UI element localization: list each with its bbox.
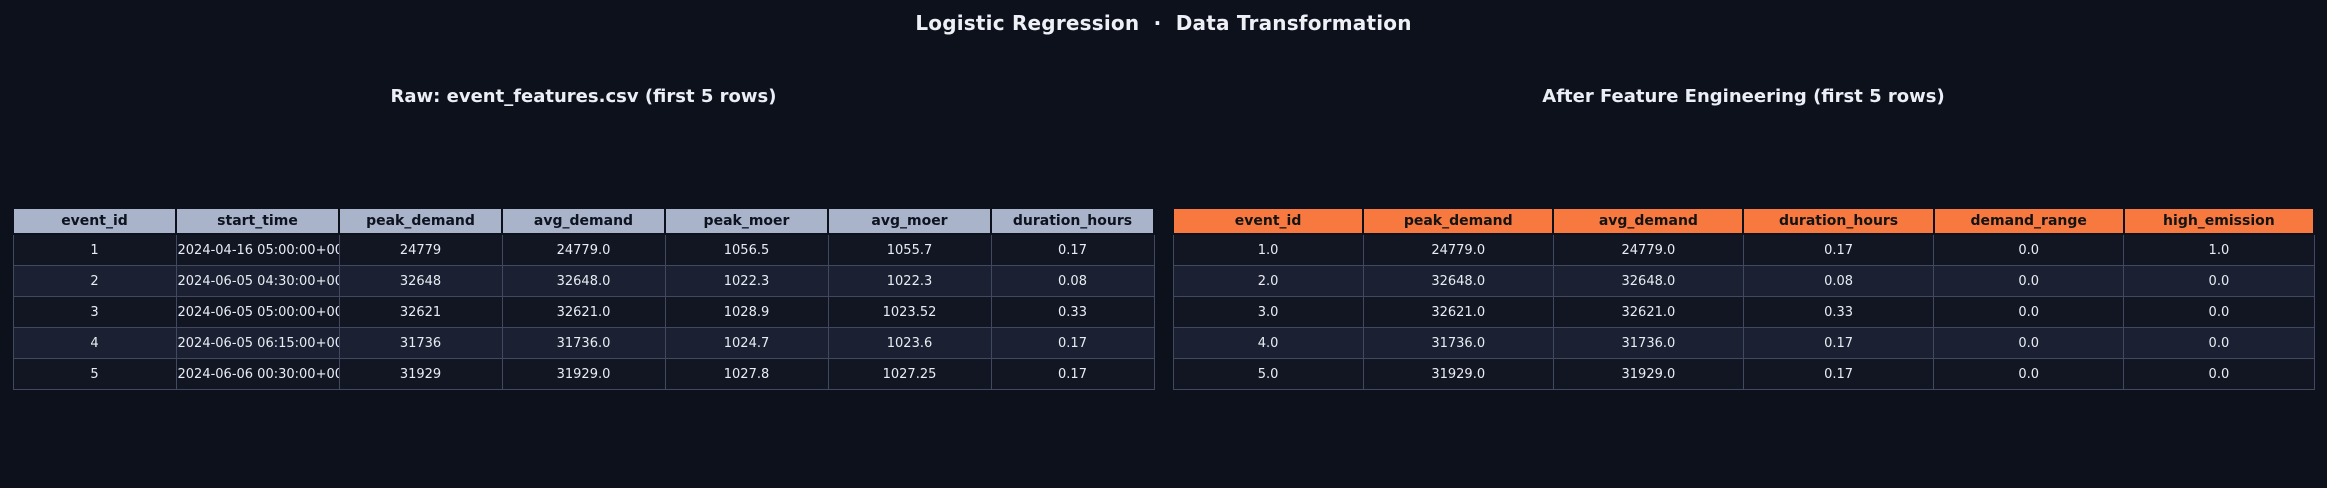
column-header-peak_demand: peak_demand	[1362, 207, 1555, 235]
column-header-demand_range: demand_range	[1932, 207, 2125, 235]
feature-engineered-table: event_id peak_demand avg_demand duration_ho…	[1171, 207, 2316, 390]
table-cell: 1056.5	[664, 233, 829, 266]
table-row: 2 2024-06-05 04:30:00+00 32648 32648.0 1022.…	[12, 265, 1155, 297]
table-cell: 32648.0	[501, 265, 666, 297]
table-row: 4 2024-06-05 06:15:00+00 31736 31736.0 1024.…	[12, 327, 1155, 359]
feature-engineered-table-title: After Feature Engineering (first 5 rows)	[1542, 86, 1945, 107]
table-cell: 2024-06-06 00:30:00+00	[175, 358, 340, 390]
table-cell: 1	[12, 233, 177, 266]
table-cell: 1.0	[1172, 233, 1364, 266]
table-row: 1.0 24779.0 24779.0 0.17 0.0 1.0	[1172, 233, 2315, 266]
table-cell: 0.0	[1933, 296, 2125, 328]
column-header-duration_hours: duration_hours	[1742, 207, 1935, 235]
table-cell: 31929.0	[1552, 358, 1744, 390]
table-cell: 0.0	[1933, 265, 2125, 297]
table-cell: 24779.0	[1552, 233, 1744, 266]
table-cell: 2024-06-05 05:00:00+00	[175, 296, 340, 328]
table-cell: 0.17	[1742, 358, 1935, 390]
column-header-avg_demand: avg_demand	[501, 207, 666, 235]
table-cell: 24779.0	[501, 233, 666, 266]
table-cell: 0.0	[2123, 296, 2315, 328]
table-cell: 0.17	[990, 358, 1155, 390]
table-cell: 24779	[338, 233, 503, 266]
table-cell: 32648.0	[1362, 265, 1554, 297]
table-cell: 0.0	[1933, 233, 2125, 266]
table-cell: 5.0	[1172, 358, 1364, 390]
table-cell: 32648	[338, 265, 503, 297]
column-header-high_emission: high_emission	[2122, 207, 2316, 235]
figure-title: Logistic Regression · Data Transformatio…	[915, 11, 1412, 35]
column-header-peak_moer: peak_moer	[664, 207, 829, 235]
column-header-avg_demand: avg_demand	[1552, 207, 1745, 235]
table-row: 5.0 31929.0 31929.0 0.17 0.0 0.0	[1172, 358, 2315, 390]
table-cell: 1024.7	[664, 327, 829, 359]
raw-data-table: event_id start_time peak_demand avg_demand p…	[12, 207, 1155, 390]
table-cell: 4	[12, 327, 177, 359]
table-cell: 3.0	[1172, 296, 1364, 328]
table-cell: 0.0	[2123, 327, 2315, 359]
table-cell: 1022.3	[664, 265, 829, 297]
column-header-avg_moer: avg_moer	[827, 207, 992, 235]
table-row: 1 2024-04-16 05:00:00+00 24779 24779.0 1056.…	[12, 233, 1155, 266]
table-cell: 31736.0	[501, 327, 666, 359]
header-row: event_id start_time peak_demand avg_demand p…	[12, 207, 1155, 235]
table-cell: 31736.0	[1362, 327, 1554, 359]
column-header-peak_demand: peak_demand	[338, 207, 503, 235]
table-cell: 32621.0	[501, 296, 666, 328]
raw-table-title: Raw: event_features.csv (first 5 rows)	[390, 86, 777, 107]
table-row: 3 2024-06-05 05:00:00+00 32621 32621.0 1028.…	[12, 296, 1155, 328]
raw-data-panel: Raw: event_features.csv (first 5 rows) e…	[12, 0, 1155, 488]
table-cell: 1027.8	[664, 358, 829, 390]
table-cell: 3	[12, 296, 177, 328]
table-cell: 0.08	[1742, 265, 1935, 297]
table-cell: 0.0	[2123, 358, 2315, 390]
table-cell: 32621	[338, 296, 503, 328]
table-row: 3.0 32621.0 32621.0 0.33 0.0 0.0	[1172, 296, 2315, 328]
table-cell: 1055.7	[827, 233, 992, 266]
column-header-duration_hours: duration_hours	[990, 207, 1155, 235]
table-cell: 1027.25	[827, 358, 992, 390]
table-cell: 32621.0	[1552, 296, 1744, 328]
table-cell: 1022.3	[827, 265, 992, 297]
table-cell: 2024-06-05 06:15:00+00	[175, 327, 340, 359]
table-row: 2.0 32648.0 32648.0 0.08 0.0 0.0	[1172, 265, 2315, 297]
table-cell: 0.17	[990, 233, 1155, 266]
table-cell: 4.0	[1172, 327, 1364, 359]
table-cell: 2	[12, 265, 177, 297]
column-header-event_id: event_id	[12, 207, 177, 235]
table-cell: 2024-06-05 04:30:00+00	[175, 265, 340, 297]
table-cell: 31736.0	[1552, 327, 1744, 359]
table-cell: 2024-04-16 05:00:00+00	[175, 233, 340, 266]
table-cell: 0.17	[1742, 327, 1935, 359]
table-cell: 0.08	[990, 265, 1155, 297]
table-cell: 31929	[338, 358, 503, 390]
table-cell: 1023.52	[827, 296, 992, 328]
table-cell: 32621.0	[1362, 296, 1554, 328]
table-cell: 1028.9	[664, 296, 829, 328]
table-cell: 1.0	[2123, 233, 2315, 266]
column-header-start_time: start_time	[175, 207, 340, 235]
table-cell: 31736	[338, 327, 503, 359]
table-cell: 0.0	[1933, 358, 2125, 390]
table-cell: 0.33	[990, 296, 1155, 328]
table-cell: 0.33	[1742, 296, 1935, 328]
table-cell: 2.0	[1172, 265, 1364, 297]
table-cell: 0.17	[1742, 233, 1935, 266]
table-cell: 0.17	[990, 327, 1155, 359]
column-header-event_id: event_id	[1171, 207, 1365, 235]
table-cell: 0.0	[1933, 327, 2125, 359]
table-cell: 31929.0	[501, 358, 666, 390]
table-cell: 32648.0	[1552, 265, 1744, 297]
table-row: 5 2024-06-06 00:30:00+00 31929 31929.0 1027.…	[12, 358, 1155, 390]
table-cell: 0.0	[2123, 265, 2315, 297]
header-row: event_id peak_demand avg_demand duration_ho…	[1171, 207, 2316, 235]
table-cell: 5	[12, 358, 177, 390]
table-cell: 31929.0	[1362, 358, 1554, 390]
table-cell: 1023.6	[827, 327, 992, 359]
table-cell: 24779.0	[1362, 233, 1554, 266]
table-row: 4.0 31736.0 31736.0 0.17 0.0 0.0	[1172, 327, 2315, 359]
feature-engineered-panel: After Feature Engineering (first 5 rows)…	[1171, 0, 2316, 488]
